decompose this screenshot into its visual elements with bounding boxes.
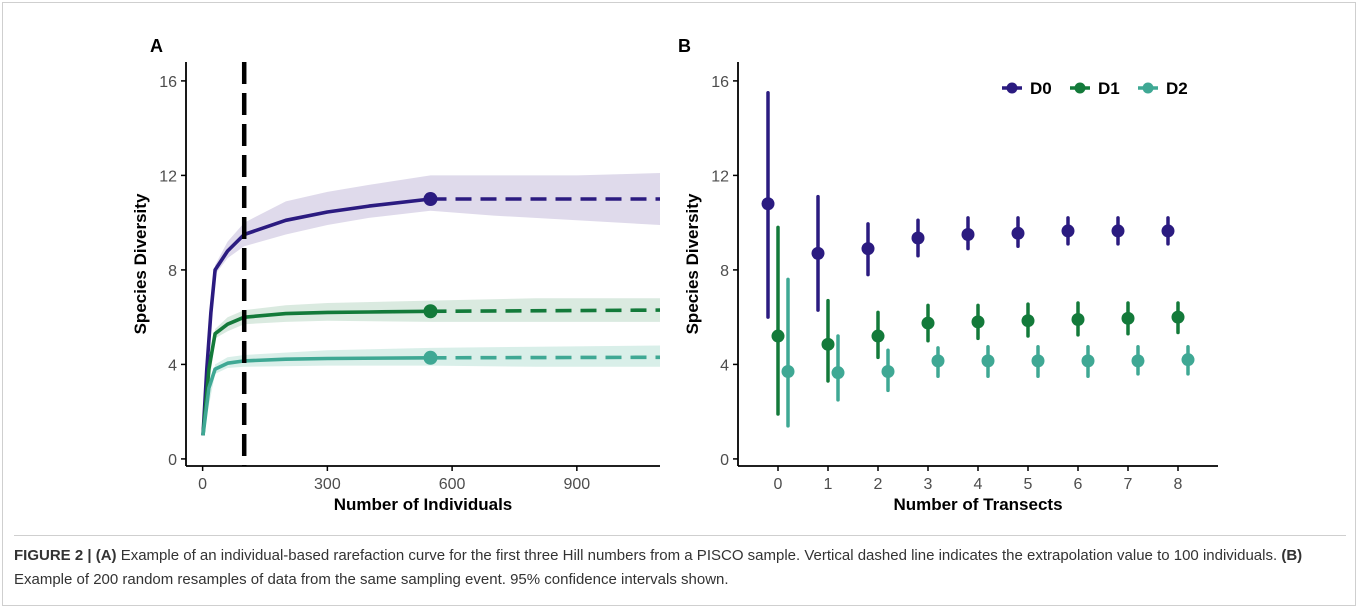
caption-part-b-tag: (B) xyxy=(1281,547,1303,564)
x-tick-label: 4 xyxy=(974,476,983,493)
point-d1 xyxy=(771,329,785,343)
y-tick-label: 12 xyxy=(159,168,177,185)
y-tick-label: 0 xyxy=(168,452,177,469)
point-d0 xyxy=(1011,226,1025,240)
legend: D0 D1 D2 xyxy=(1002,79,1188,98)
caption-part-a-text: Example of an individual-based rarefacti… xyxy=(116,547,1282,564)
y-tick-label: 0 xyxy=(720,452,729,469)
panel-a-label: A xyxy=(150,36,163,56)
interpolation-line-d1 xyxy=(201,309,431,436)
legend-swatch-dot-d1 xyxy=(1074,82,1086,94)
point-d1 xyxy=(1171,310,1185,324)
point-d0 xyxy=(811,246,825,260)
point-d2 xyxy=(1181,353,1195,367)
y-axis-title: Species Diversity xyxy=(131,193,150,334)
x-tick-label: 600 xyxy=(439,476,466,493)
point-d1 xyxy=(1071,313,1085,327)
x-tick-label: 7 xyxy=(1124,476,1133,493)
point-d0 xyxy=(1161,224,1175,238)
observed-point-d2 xyxy=(423,350,438,365)
point-d2 xyxy=(1131,354,1145,368)
point-d2 xyxy=(1031,354,1045,368)
legend-swatch-dot-d0 xyxy=(1006,82,1018,94)
interpolation-line-d2 xyxy=(201,356,431,436)
point-d2 xyxy=(1081,354,1095,368)
legend-label-d1: D1 xyxy=(1098,79,1120,98)
y-tick-label: 16 xyxy=(711,74,729,91)
legend-label-d2: D2 xyxy=(1166,79,1188,98)
observed-point-d1 xyxy=(423,304,438,319)
legend-swatch-dot-d2 xyxy=(1142,82,1154,94)
point-d1 xyxy=(871,329,885,343)
caption-part-a-tag: (A) xyxy=(95,547,117,564)
x-tick-label: 5 xyxy=(1024,476,1033,493)
y-tick-label: 8 xyxy=(168,263,177,280)
x-tick-label: 1 xyxy=(824,476,833,493)
panel-a: A 0 4 8 12 16 0 300 600 900 Number of Individuals… xyxy=(131,36,661,514)
point-d0 xyxy=(961,227,975,241)
point-d0 xyxy=(1061,224,1075,238)
point-d0 xyxy=(1111,224,1125,238)
point-d2 xyxy=(881,364,895,378)
point-d1 xyxy=(1021,314,1035,328)
point-d1 xyxy=(821,337,835,351)
extrapolation-line-d2 xyxy=(430,355,661,360)
caption-part-b-text: Example of 200 random resamples of data … xyxy=(14,571,729,588)
x-tick-label: 0 xyxy=(774,476,783,493)
x-tick-label: 0 xyxy=(198,476,207,493)
x-tick-label: 6 xyxy=(1074,476,1083,493)
panel-b-label: B xyxy=(678,36,691,56)
point-d0 xyxy=(911,231,925,245)
x-axis-title: Number of Transects xyxy=(893,495,1062,514)
point-d1 xyxy=(921,316,935,330)
x-tick-label: 3 xyxy=(924,476,933,493)
extrapolation-line-d1 xyxy=(430,308,661,314)
y-tick-label: 4 xyxy=(720,357,729,374)
point-d0 xyxy=(861,242,875,256)
y-tick-label: 8 xyxy=(720,263,729,280)
point-d1 xyxy=(1121,311,1135,325)
y-tick-label: 16 xyxy=(159,74,177,91)
y-tick-label: 12 xyxy=(711,168,729,185)
point-d2 xyxy=(931,354,945,368)
point-d0 xyxy=(761,197,775,211)
x-tick-label: 900 xyxy=(563,476,590,493)
caption-label: FIGURE 2 | xyxy=(14,547,92,564)
point-d1 xyxy=(971,315,985,329)
figure-caption: FIGURE 2 | (A) Example of an individual-… xyxy=(14,535,1346,592)
point-d2 xyxy=(981,354,995,368)
legend-label-d0: D0 xyxy=(1030,79,1052,98)
x-axis-title: Number of Individuals xyxy=(334,495,513,514)
x-tick-label: 300 xyxy=(314,476,341,493)
y-tick-label: 4 xyxy=(168,357,177,374)
y-axis-title: Species Diversity xyxy=(683,193,702,334)
point-d2 xyxy=(831,366,845,380)
observed-point-d0 xyxy=(423,192,438,207)
x-tick-label: 8 xyxy=(1174,476,1183,493)
x-tick-label: 2 xyxy=(874,476,883,493)
interpolation-line-d0 xyxy=(201,197,431,436)
point-d2 xyxy=(781,364,795,378)
